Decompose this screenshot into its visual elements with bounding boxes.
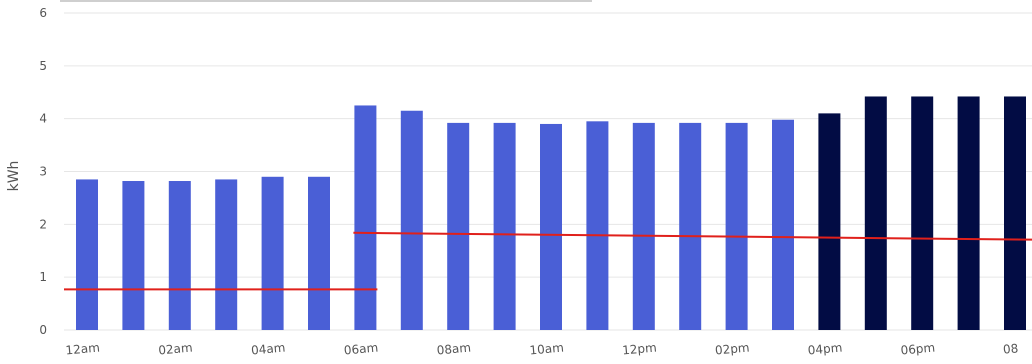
bar-12am [76, 179, 98, 330]
x-tick-label: 02am [158, 341, 193, 358]
bar-08am [447, 122, 470, 330]
x-tick-label: 12am [65, 341, 100, 358]
reference-line-2 [353, 231, 1032, 241]
x-tick-label: 10am [529, 341, 564, 358]
y-tick-label: 4 [39, 112, 47, 126]
y-tick-label: 6 [39, 6, 47, 20]
x-axis-ticks: 12am 02am 04am 06am 08am 10am 12pm 02pm 04pm 06pm… [65, 341, 1019, 358]
bar-05am [308, 176, 330, 330]
bar-12pm [632, 122, 655, 330]
bar-07pm [957, 96, 980, 330]
bar-03pm [772, 119, 794, 331]
y-axis-label: kWh [6, 161, 22, 192]
x-tick-label: 08am [436, 341, 471, 358]
bar-01pm [679, 122, 702, 330]
y-tick-label: 5 [39, 59, 47, 73]
bar-01am [122, 181, 145, 330]
y-tick-label: 0 [39, 323, 47, 337]
bar-08pm [1004, 96, 1026, 330]
bar-05pm [864, 96, 887, 330]
bar-03am [215, 179, 238, 330]
bars [76, 96, 1026, 331]
x-tick-label: 04pm [807, 341, 843, 358]
x-tick-label: 06pm [900, 341, 936, 358]
x-tick-label: 08 [1002, 341, 1018, 356]
x-tick-label: 02pm [714, 341, 750, 358]
bar-09am [493, 122, 516, 330]
y-tick-label: 3 [39, 165, 47, 179]
y-axis-ticks: 0 1 2 3 4 5 6 [39, 6, 47, 337]
bar-04am [261, 176, 284, 330]
bar-06pm [911, 96, 934, 330]
bar-07am [400, 110, 423, 330]
bar-02am [168, 181, 191, 330]
x-tick-label: 04am [251, 341, 286, 358]
reference-lines [64, 231, 1032, 291]
y-tick-label: 1 [39, 270, 47, 284]
x-tick-label: 12pm [622, 341, 658, 358]
bar-02pm [725, 122, 748, 330]
bar-10am [540, 123, 562, 330]
bar-06am [354, 105, 377, 330]
y-tick-label: 2 [39, 217, 47, 231]
bar-04pm [818, 113, 841, 330]
x-tick-label: 06am [343, 341, 378, 358]
bar-11am [586, 121, 609, 330]
